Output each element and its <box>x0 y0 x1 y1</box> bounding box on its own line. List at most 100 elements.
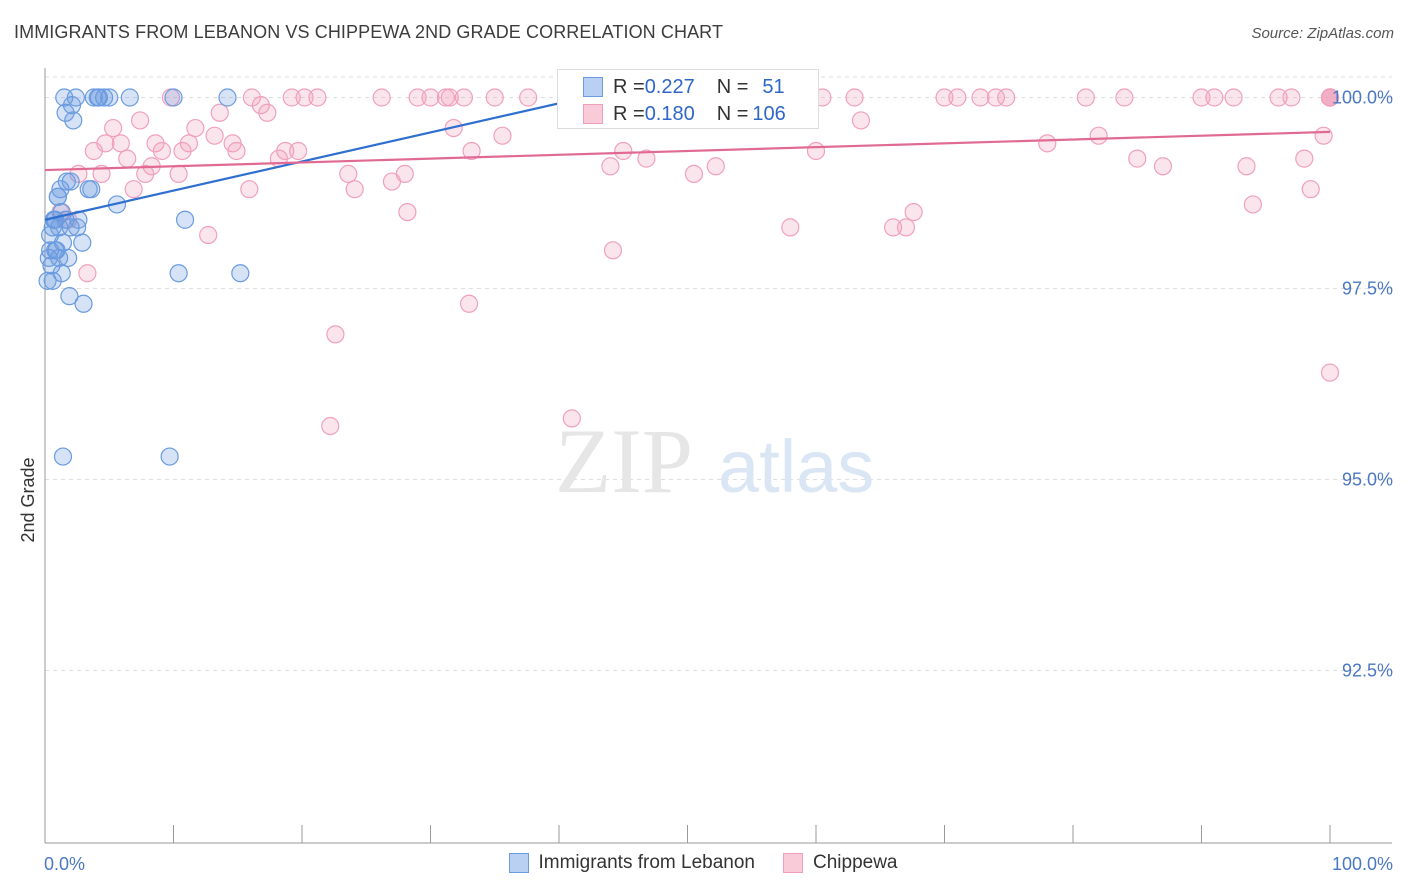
legend-label-chippewa: Chippewa <box>813 852 898 873</box>
data-point-lebanon <box>60 287 79 306</box>
data-point-chippewa <box>326 325 345 344</box>
data-point-chippewa <box>282 88 301 107</box>
data-point-lebanon <box>120 88 139 107</box>
y-tick-label: 100.0% <box>1332 88 1393 108</box>
data-point-chippewa <box>92 164 111 183</box>
data-point-lebanon <box>46 241 65 260</box>
data-point-chippewa <box>258 103 277 122</box>
data-point-chippewa <box>104 118 123 138</box>
data-point-lebanon <box>169 264 188 283</box>
y-tick-label: 92.5% <box>1342 661 1393 681</box>
data-point-chippewa <box>1301 180 1320 199</box>
data-point-chippewa <box>199 225 218 245</box>
series-chippewa <box>51 88 1340 436</box>
trend-line-lebanon <box>44 96 585 221</box>
data-point-chippewa <box>421 88 440 107</box>
data-point-chippewa <box>896 218 916 237</box>
data-point-lebanon <box>41 225 60 245</box>
legend-swatch-pink <box>783 853 803 873</box>
data-point-chippewa <box>345 180 364 199</box>
data-point-chippewa <box>485 88 504 107</box>
data-point-chippewa <box>251 96 270 115</box>
data-point-chippewa <box>136 164 155 183</box>
data-point-chippewa <box>1128 149 1147 168</box>
data-point-chippewa <box>971 88 990 107</box>
y-tick-label: 97.5% <box>1342 279 1393 299</box>
data-point-chippewa <box>321 416 340 436</box>
data-point-lebanon <box>56 103 75 122</box>
data-point-chippewa <box>408 88 427 107</box>
data-point-lebanon <box>175 210 195 229</box>
watermark-atlas: atlas <box>718 425 874 508</box>
data-point-chippewa <box>1076 88 1095 107</box>
data-point-lebanon <box>57 172 76 191</box>
data-point-lebanon <box>95 88 114 107</box>
tick-labels: 100.0% 97.5% 95.0% 92.5% 0.0% 100.0% <box>44 88 1393 875</box>
data-point-chippewa <box>459 294 479 313</box>
data-point-chippewa <box>395 164 414 183</box>
data-point-chippewa <box>883 218 903 237</box>
data-point-chippewa <box>935 88 954 107</box>
data-point-chippewa <box>1243 195 1263 214</box>
legend-n-value: 106 <box>752 102 786 125</box>
data-point-chippewa <box>1314 126 1333 145</box>
data-point-chippewa <box>1115 88 1134 107</box>
data-point-chippewa <box>78 264 97 283</box>
data-point-chippewa <box>1320 88 1340 107</box>
data-point-chippewa <box>781 218 800 237</box>
y-axis-label: 2nd Grade <box>18 457 38 542</box>
data-point-chippewa <box>603 241 623 260</box>
data-point-chippewa <box>118 149 137 168</box>
data-point-chippewa <box>1192 88 1211 107</box>
data-point-chippewa <box>276 141 295 161</box>
legend-swatch-blue <box>583 77 603 97</box>
data-point-chippewa <box>1237 157 1256 176</box>
legend-r-value: 0.227 <box>644 75 695 98</box>
data-point-lebanon <box>160 447 179 466</box>
x-tick-label: 100.0% <box>1332 854 1393 874</box>
legend-item-lebanon: Immigrants from Lebanon <box>508 852 755 874</box>
data-point-lebanon <box>73 233 92 252</box>
data-point-chippewa <box>637 149 656 168</box>
data-point-chippewa <box>493 126 512 145</box>
data-point-chippewa <box>1320 363 1340 382</box>
data-point-chippewa <box>1038 134 1057 153</box>
data-point-chippewa <box>210 103 229 122</box>
trend-lines <box>44 96 1331 221</box>
data-point-chippewa <box>851 111 871 130</box>
correlation-legend: R = 0.227 N = 51 R = 0.180 N = 106 <box>557 69 819 129</box>
legend-r-label: R = <box>613 75 645 98</box>
data-point-chippewa <box>146 134 165 153</box>
data-point-lebanon <box>61 172 80 191</box>
data-point-chippewa <box>308 88 327 107</box>
data-point-chippewa <box>179 134 199 153</box>
data-point-chippewa <box>240 180 259 199</box>
watermark-zip: ZIP <box>555 410 693 512</box>
data-point-chippewa <box>130 111 150 130</box>
data-point-lebanon <box>43 271 62 290</box>
data-point-chippewa <box>398 203 417 222</box>
data-point-lebanon <box>53 447 73 466</box>
legend-r-label: R = <box>613 102 645 125</box>
data-point-lebanon <box>84 88 103 107</box>
series-lebanon <box>38 88 250 466</box>
data-point-chippewa <box>339 164 358 183</box>
data-point-chippewa <box>1205 88 1224 107</box>
data-point-chippewa <box>1269 88 1288 107</box>
data-point-lebanon <box>68 218 87 237</box>
data-point-lebanon <box>48 187 67 206</box>
legend-swatch-pink <box>583 104 603 124</box>
data-point-chippewa <box>295 88 314 107</box>
data-point-chippewa <box>227 141 246 161</box>
data-point-chippewa <box>706 157 725 176</box>
axes <box>44 68 1392 844</box>
data-point-lebanon <box>164 88 183 107</box>
data-point-chippewa <box>462 141 481 161</box>
data-point-chippewa <box>904 203 923 222</box>
data-point-chippewa <box>1224 88 1243 107</box>
series-legend: Immigrants from Lebanon Chippewa <box>0 852 1406 874</box>
data-point-chippewa <box>440 88 459 107</box>
data-point-chippewa <box>1282 88 1301 107</box>
data-point-chippewa <box>948 88 967 107</box>
